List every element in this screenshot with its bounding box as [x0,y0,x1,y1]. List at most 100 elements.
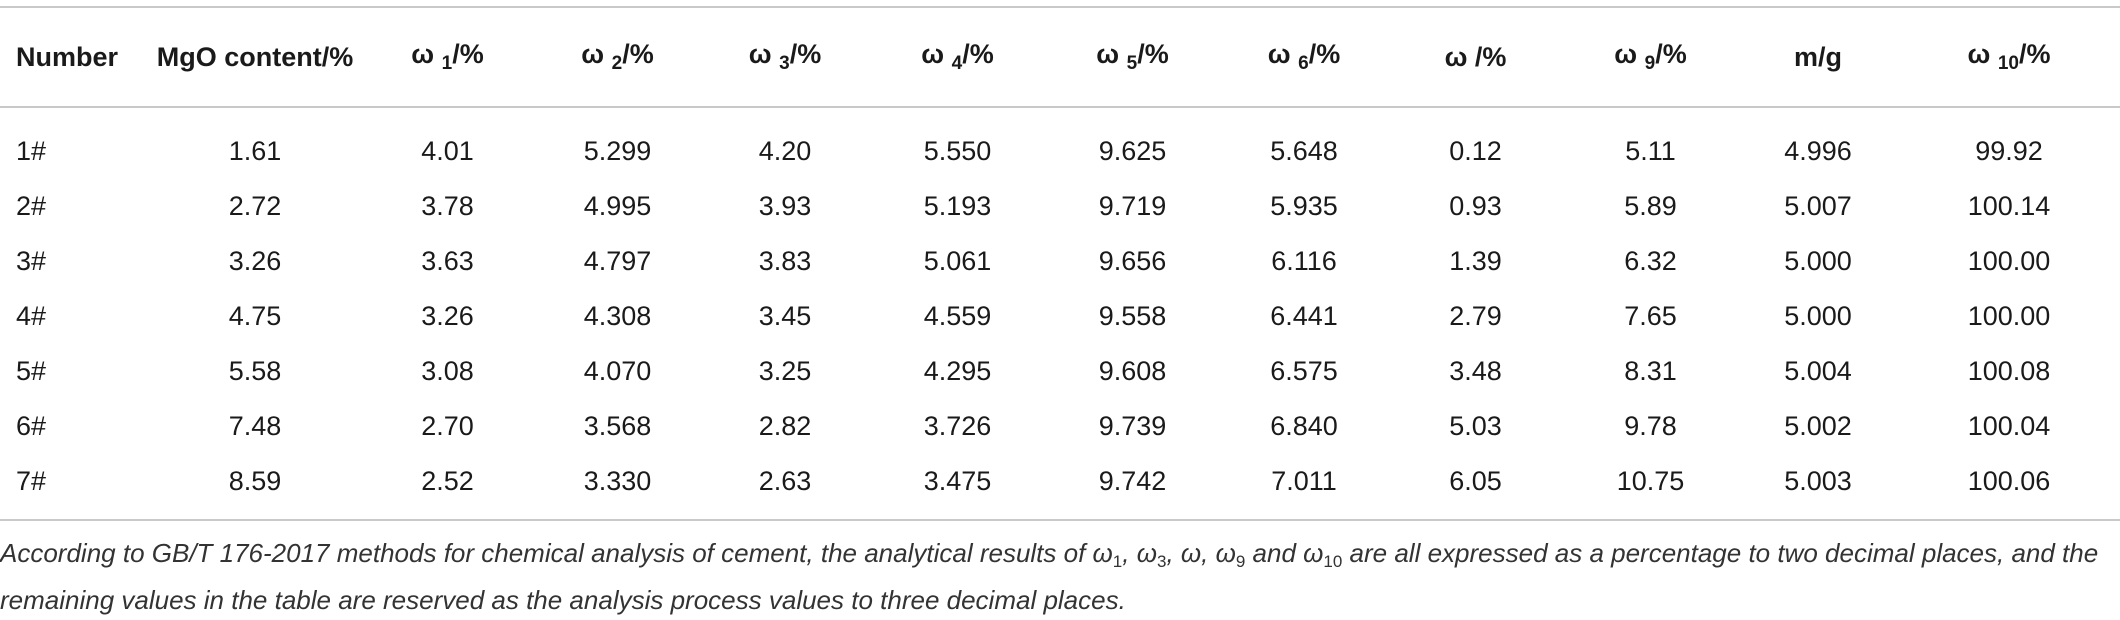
table-cell: 8.31 [1624,356,1677,386]
table-cell: 100.00 [1967,246,2051,276]
table-cell: 4.995 [583,191,652,221]
table-cell: 5.299 [583,136,652,166]
table-cell: 0.93 [1449,191,1502,221]
table-cell: 2.63 [758,466,812,496]
table-cell: 8.59 [228,466,282,496]
table-cell: 6.840 [1270,411,1338,441]
table-cell: 4.797 [583,246,652,276]
column-header-label: ω [1267,39,1299,69]
column-header-label: ω /% [1444,41,1507,72]
table-cell: 9.608 [1098,356,1167,386]
table-cell: 2.79 [1449,301,1502,331]
table-cell: 3.63 [421,246,474,276]
footnote-sub-1: 1 [1112,552,1123,571]
table-cell: 99.92 [1975,136,2043,166]
table-cell: 5.000 [1784,301,1852,331]
table-cell: 100.04 [1967,411,2051,441]
column-header-unit: /% [622,39,654,69]
table-cell: 3.26 [228,246,282,276]
table-row: 2# 2.72 3.78 4.995 3.93 5.193 9.719 5.935 0.93 5.… [0,179,2120,234]
table-cell: 9.78 [1624,411,1677,441]
table-cell: 7.48 [228,411,282,441]
column-header: ω 3/% [700,7,870,107]
footnote-text-1: According to GB/T 176-2017 methods for c… [0,538,1113,568]
table-cell: 7# [16,466,47,496]
table-cell: 5# [16,356,47,386]
table-cell: 3# [16,246,47,276]
column-header-subscript: 10 [1997,53,2019,74]
column-header: ω 1/% [360,7,535,107]
footnote-text-5: are all expressed as a percentage to two… [0,538,2099,615]
column-header-unit: /% [962,39,994,69]
table-cell: 3.93 [758,191,812,221]
column-header-label: ω [1096,39,1127,69]
table-cell: 6.116 [1271,246,1337,276]
table-header: Number MgO content/% ω 1/% ω 2/% ω 3/% ω 4/% ω… [0,7,2120,107]
table-cell: 4.559 [923,301,992,331]
table-cell: 4# [16,301,47,331]
column-header-label: ω [1967,39,1998,69]
table-cell: 4.996 [1784,136,1852,166]
column-header: MgO content/% [150,7,360,107]
table-cell: 4.070 [583,356,652,386]
table-cell: 9.625 [1098,136,1167,166]
table-cell: 5.007 [1784,191,1852,221]
table-cell: 0.12 [1449,136,1502,166]
table-cell: 2.72 [228,191,282,221]
table-row: 7# 8.59 2.52 3.330 2.63 3.475 9.742 7.011 6.05 10… [0,454,2120,520]
table-cell: 100.00 [1967,301,2051,331]
column-header: ω /% [1388,7,1563,107]
table-cell: 5.003 [1784,466,1852,496]
column-header-subscript: 6 [1298,53,1309,74]
column-header: ω 4/% [870,7,1045,107]
table-cell: 100.06 [1967,466,2051,496]
column-header: ω 5/% [1045,7,1220,107]
table-cell: 4.308 [583,301,652,331]
column-header-unit: /% [1655,39,1687,69]
table-cell: 1.39 [1449,246,1502,276]
table-cell: 5.004 [1784,356,1852,386]
column-header-label: ω [748,39,780,69]
footnote-text-3: , ω, ω [1166,538,1236,568]
table-cell: 6.575 [1270,356,1338,386]
column-header: ω 10/% [1898,7,2120,107]
table-cell: 6.32 [1624,246,1677,276]
table-cell: 5.11 [1625,136,1676,166]
table-cell: 2.70 [421,411,474,441]
column-header-unit: /% [452,39,484,69]
column-header-subscript: 2 [611,53,623,74]
column-header: ω 9/% [1563,7,1738,107]
table-cell: 6.441 [1270,301,1338,331]
column-header-subscript: 3 [779,53,790,74]
table-cell: 3.475 [923,466,992,496]
column-header-unit: /% [1308,39,1341,69]
table-cell: 5.03 [1449,411,1502,441]
table-cell: 3.330 [583,466,652,496]
table-row: 1# 1.61 4.01 5.299 4.20 5.550 9.625 5.648 0.12 5.… [0,107,2120,179]
column-header-unit: /% [789,39,822,69]
table-row: 5# 5.58 3.08 4.070 3.25 4.295 9.608 6.575 3.48 8.… [0,344,2120,399]
column-header-unit: /% [2018,39,2051,69]
header-row: Number MgO content/% ω 1/% ω 2/% ω 3/% ω 4/% ω… [0,7,2120,107]
table-cell: 5.648 [1270,136,1338,166]
column-header-subscript: 5 [1126,53,1138,74]
table-cell: 6.05 [1449,466,1502,496]
table-cell: 2.82 [758,411,812,441]
table-cell: 4.75 [228,301,282,331]
table-cell: 5.550 [923,136,992,166]
column-header-label: m/g [1793,41,1842,72]
table-cell: 4.20 [758,136,812,166]
table-cell: 4.01 [421,136,474,166]
table-cell: 5.58 [228,356,282,386]
table-cell: 4.295 [923,356,992,386]
column-header-label: ω [921,39,952,69]
column-header-subscript: 1 [441,53,453,74]
table-cell: 10.75 [1616,466,1685,496]
table-cell: 3.726 [923,411,992,441]
table-body: 1# 1.61 4.01 5.299 4.20 5.550 9.625 5.648 0.12 5.… [0,107,2120,520]
column-header-label: ω [581,39,612,69]
table-cell: 3.78 [421,191,474,221]
table-cell: 3.26 [421,301,474,331]
table-cell: 7.65 [1624,301,1677,331]
